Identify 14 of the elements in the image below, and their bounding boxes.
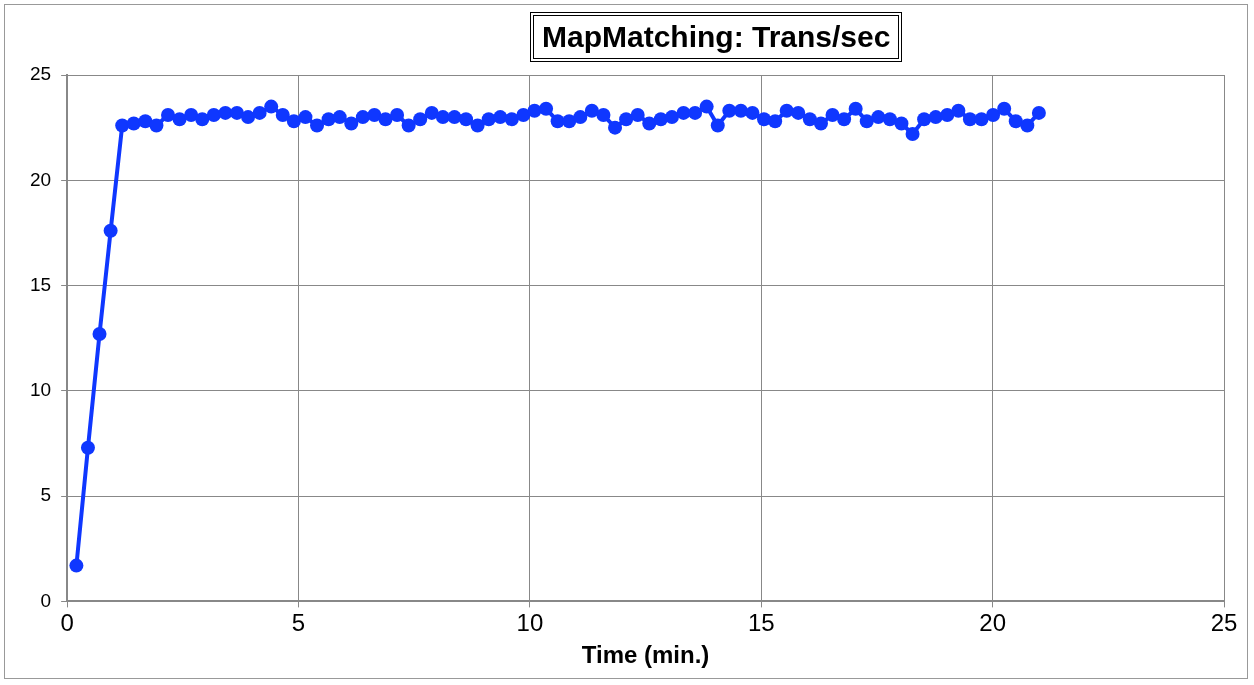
y-tick-label: 20 — [29, 168, 52, 190]
y-tick-label: 0 — [40, 589, 52, 611]
y-tick-label: 25 — [29, 63, 52, 85]
x-tick-label: 0 — [60, 609, 74, 637]
y-tick-label: 10 — [29, 379, 52, 401]
x-tick-label: 15 — [747, 609, 775, 637]
x-axis-title: Time (min.) — [581, 641, 710, 669]
x-tick-label: 10 — [516, 609, 544, 637]
chart-title: MapMatching: Trans/sec — [530, 12, 903, 62]
y-tick-label: 15 — [29, 273, 52, 295]
x-tick-label: 5 — [291, 609, 306, 637]
x-tick-label: 20 — [979, 609, 1006, 637]
x-tick-label: 25 — [1210, 609, 1238, 637]
y-tick-label: 5 — [40, 484, 52, 506]
